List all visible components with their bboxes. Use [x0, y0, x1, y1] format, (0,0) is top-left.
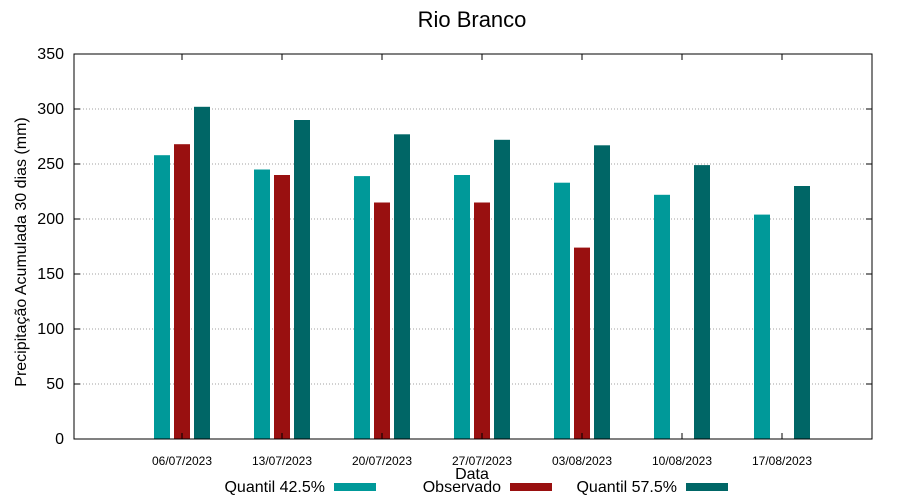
- x-tick-label: 06/07/2023: [152, 454, 212, 468]
- x-tick-label: 27/07/2023: [452, 454, 512, 468]
- y-axis-label: Precipitação Acumulada 30 dias (mm): [13, 117, 30, 386]
- grid-lines: [74, 108, 872, 385]
- bar-quantil-57-5-: [594, 145, 610, 440]
- bar-observado: [574, 247, 590, 439]
- bar-quantil-42-5-: [654, 194, 670, 439]
- bar-observado: [474, 202, 490, 439]
- bar-quantil-42-5-: [154, 155, 170, 439]
- x-tick-label: 10/08/2023: [652, 454, 712, 468]
- y-tick-label: 150: [37, 266, 64, 283]
- bar-observado: [274, 175, 290, 439]
- bar-quantil-42-5-: [754, 214, 770, 439]
- y-tick-label: 250: [37, 156, 64, 173]
- legend-swatch: [686, 483, 728, 491]
- x-tick-label: 03/08/2023: [552, 454, 612, 468]
- bar-quantil-42-5-: [454, 175, 470, 439]
- legend-swatch: [334, 483, 376, 491]
- y-tick-label: 100: [37, 321, 64, 338]
- bar-quantil-57-5-: [794, 186, 810, 439]
- y-tick-label: 0: [55, 431, 64, 448]
- legend-label: Quantil 42.5%: [224, 479, 325, 496]
- x-tick-label: 13/07/2023: [252, 454, 312, 468]
- y-tick-label: 200: [37, 211, 64, 228]
- bar-quantil-42-5-: [354, 176, 370, 439]
- x-axis-ticks: 06/07/2023 13/07/2023 20/07/2023 27/07/2023…: [152, 54, 812, 468]
- legend-label: Observado: [423, 479, 501, 496]
- legend: Quantil 42.5% Observado Quantil 57.5%: [224, 479, 728, 496]
- bar-quantil-57-5-: [494, 139, 510, 440]
- chart-title: Rio Branco: [418, 7, 527, 32]
- bar-quantil-42-5-: [254, 169, 270, 439]
- bar-observado: [174, 144, 190, 439]
- bar-quantil-42-5-: [554, 182, 570, 439]
- bar-quantil-57-5-: [394, 134, 410, 440]
- bar-quantil-57-5-: [694, 165, 710, 439]
- legend-label: Quantil 57.5%: [576, 479, 677, 496]
- x-tick-label: 20/07/2023: [352, 454, 412, 468]
- bar-quantil-57-5-: [194, 106, 210, 440]
- bars: [154, 106, 810, 440]
- y-tick-label: 300: [37, 101, 64, 118]
- y-tick-label: 50: [46, 376, 64, 393]
- bar-observado: [374, 202, 390, 439]
- plot-frame: [73, 53, 873, 440]
- y-tick-label: 350: [37, 46, 64, 63]
- x-axis-label: Data: [455, 466, 489, 483]
- bar-quantil-57-5-: [294, 120, 310, 439]
- x-tick-label: 17/08/2023: [752, 454, 812, 468]
- legend-swatch: [510, 483, 552, 491]
- y-axis-ticks: 0 50 100 150 200 250 300 350: [37, 46, 872, 448]
